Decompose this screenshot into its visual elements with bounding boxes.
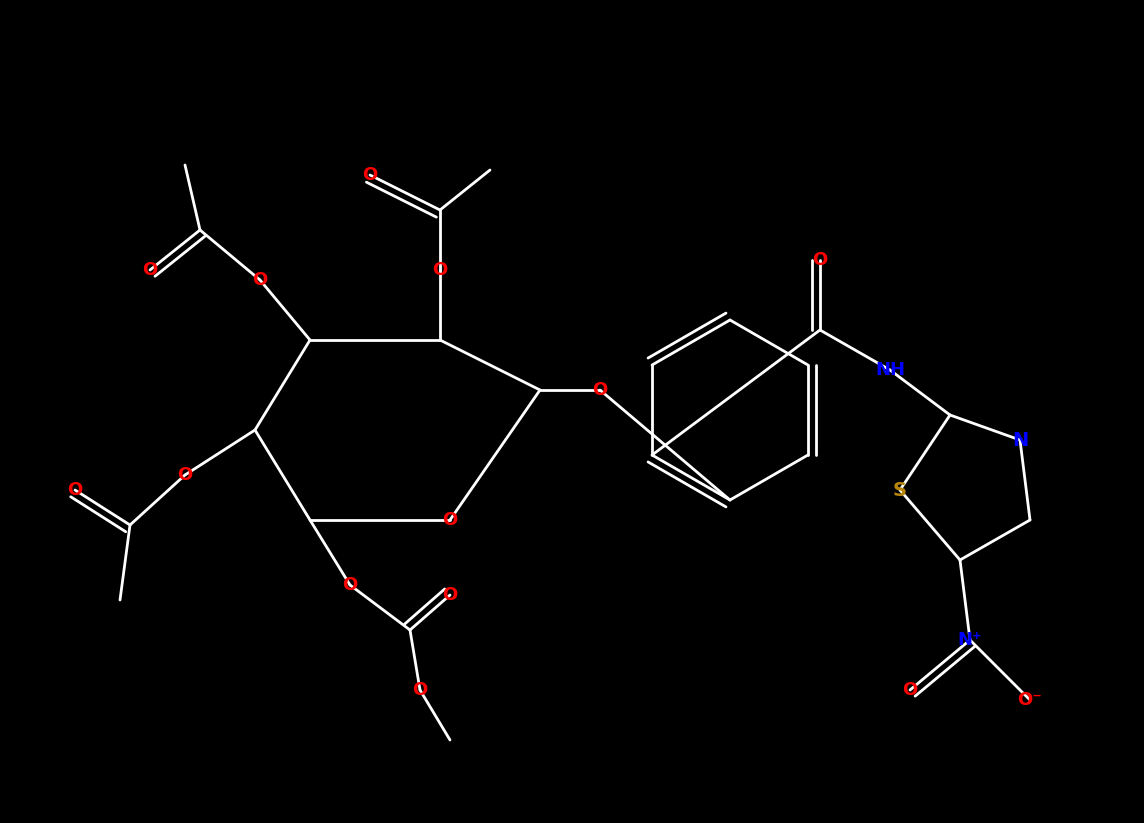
Text: O: O xyxy=(412,681,428,699)
Text: N: N xyxy=(1012,430,1028,449)
Text: O: O xyxy=(142,261,158,279)
Text: O: O xyxy=(443,586,458,604)
Text: N⁺: N⁺ xyxy=(958,631,983,649)
Text: O: O xyxy=(432,261,447,279)
Text: O: O xyxy=(593,381,607,399)
Text: O⁻: O⁻ xyxy=(1017,691,1042,709)
Text: O: O xyxy=(67,481,82,499)
Text: O: O xyxy=(903,681,917,699)
Text: O: O xyxy=(812,251,827,269)
Text: S: S xyxy=(893,481,907,500)
Text: O: O xyxy=(177,466,192,484)
Text: O: O xyxy=(443,511,458,529)
Text: NH: NH xyxy=(875,361,905,379)
Text: O: O xyxy=(342,576,358,594)
Text: O: O xyxy=(253,271,268,289)
Text: O: O xyxy=(363,166,378,184)
